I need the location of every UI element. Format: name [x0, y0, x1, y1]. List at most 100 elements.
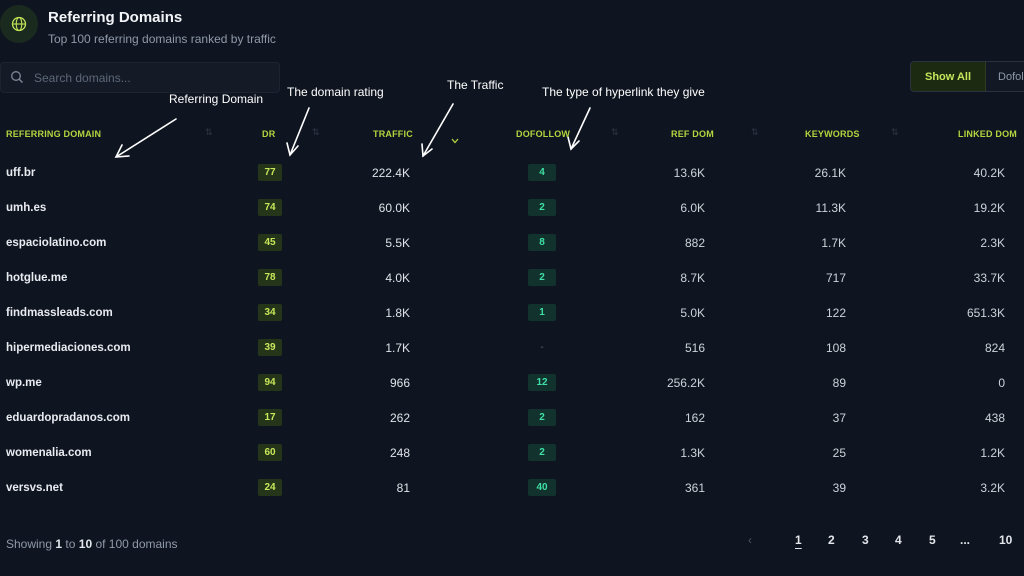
keywords-cell: 26.1K — [814, 166, 846, 180]
dr-badge: 60 — [258, 444, 282, 461]
sort-icon[interactable]: ⇅ — [611, 127, 619, 137]
sort-icon[interactable]: ⇅ — [205, 127, 213, 137]
keywords-cell: 108 — [825, 341, 846, 355]
domain-cell[interactable]: findmassleads.com — [6, 307, 113, 319]
page-subtitle: Top 100 referring domains ranked by traf… — [48, 32, 276, 46]
column-header-linked-dom[interactable]: LINKED DOM — [958, 129, 1017, 139]
link-filter-toggle: Show All Dofoll — [910, 61, 1024, 92]
search-icon — [10, 70, 24, 89]
ref-dom-cell: 8.7K — [680, 271, 705, 285]
keywords-cell: 25 — [832, 446, 846, 460]
table-row[interactable]: findmassleads.com 34 1.8K 1 5.0K 122 651… — [0, 303, 1024, 338]
arrow-to-domain-rating — [289, 107, 310, 156]
dr-badge: 74 — [258, 199, 282, 216]
traffic-cell: 81 — [396, 481, 410, 495]
linked-dom-cell: 3.2K — [980, 481, 1005, 495]
keywords-cell: 11.3K — [815, 201, 846, 215]
table-row[interactable]: hipermediaciones.com 39 1.7K - 516 108 8… — [0, 338, 1024, 373]
ref-dom-cell: 1.3K — [680, 446, 705, 460]
traffic-cell: 5.5K — [385, 236, 410, 250]
page-button-10[interactable]: 10 — [999, 533, 1013, 547]
table-row[interactable]: womenalia.com 60 248 2 1.3K 25 1.2K — [0, 443, 1024, 478]
linked-dom-cell: 0 — [998, 376, 1005, 390]
domain-cell[interactable]: uff.br — [6, 167, 36, 179]
domain-cell[interactable]: umh.es — [6, 202, 47, 214]
annotation-link-type: The type of hyperlink they give — [542, 85, 705, 99]
ref-dom-cell: 13.6K — [673, 166, 705, 180]
sort-icon[interactable]: ⇅ — [312, 127, 320, 137]
linked-dom-cell: 824 — [984, 341, 1005, 355]
dofollow-badge: 2 — [528, 409, 556, 426]
dr-badge: 17 — [258, 409, 282, 426]
table-row[interactable]: wp.me 94 966 12 256.2K 89 0 — [0, 373, 1024, 408]
arrow-to-link-type — [570, 107, 591, 150]
domain-cell[interactable]: eduardopradanos.com — [6, 412, 130, 424]
domain-cell[interactable]: versvs.net — [6, 482, 63, 494]
traffic-cell: 248 — [389, 446, 410, 460]
page-button-1[interactable]: 1 — [795, 533, 802, 547]
dofollow-badge: 12 — [528, 374, 556, 391]
table-row[interactable]: uff.br 77 222.4K 4 13.6K 26.1K 40.2K — [0, 163, 1024, 198]
table-row[interactable]: eduardopradanos.com 17 262 2 162 37 438 — [0, 408, 1024, 443]
range-mid: to — [65, 537, 76, 551]
dr-badge: 34 — [258, 304, 282, 321]
sort-icon[interactable]: ⇅ — [891, 127, 899, 137]
domain-cell[interactable]: hotglue.me — [6, 272, 68, 284]
page-ellipsis: ... — [960, 533, 971, 547]
ref-dom-cell: 162 — [684, 411, 705, 425]
column-header-ref-dom[interactable]: REF DOM — [671, 129, 714, 139]
ref-dom-cell: 361 — [684, 481, 705, 495]
linked-dom-cell: 19.2K — [973, 201, 1005, 215]
page-button-3[interactable]: 3 — [862, 533, 869, 547]
dofollow-badge: 40 — [528, 479, 556, 496]
sort-icon[interactable]: ⇅ — [751, 127, 759, 137]
globe-icon — [0, 5, 38, 43]
dofollow-badge: 2 — [528, 269, 556, 286]
showing-suffix: of 100 domains — [95, 537, 178, 551]
pagination-summary: Showing 1 to 10 of 100 domains — [6, 537, 178, 551]
column-header-referring-domain[interactable]: REFERRING DOMAIN — [6, 129, 102, 139]
page-button-4[interactable]: 4 — [895, 533, 902, 547]
annotation-domain-rating: The domain rating — [287, 85, 384, 99]
dofollow-filter-button[interactable]: Dofoll — [998, 70, 1024, 83]
dofollow-badge: 2 — [528, 444, 556, 461]
page-button-2[interactable]: 2 — [828, 533, 835, 547]
range-start: 1 — [55, 537, 63, 551]
domain-cell[interactable]: hipermediaciones.com — [6, 342, 131, 354]
linked-dom-cell: 1.2K — [980, 446, 1005, 460]
keywords-cell: 89 — [832, 376, 846, 390]
page-button-5[interactable]: 5 — [929, 533, 936, 547]
column-header-dofollow[interactable]: DOFOLLOW — [516, 129, 571, 139]
dofollow-badge: 1 — [528, 304, 556, 321]
table-row[interactable]: umh.es 74 60.0K 2 6.0K 11.3K 19.2K — [0, 198, 1024, 233]
domain-cell[interactable]: womenalia.com — [6, 447, 92, 459]
linked-dom-cell: 33.7K — [973, 271, 1005, 285]
show-all-button[interactable]: Show All — [911, 62, 987, 91]
search-input[interactable] — [34, 68, 269, 88]
column-header-traffic[interactable]: TRAFFIC — [373, 129, 413, 139]
dr-badge: 39 — [258, 339, 282, 356]
traffic-cell: 222.4K — [371, 166, 410, 180]
column-header-dr[interactable]: DR — [262, 129, 276, 139]
dr-badge: 24 — [258, 479, 282, 496]
dofollow-badge: 8 — [528, 234, 556, 251]
domain-cell[interactable]: wp.me — [6, 377, 42, 389]
dofollow-badge: 2 — [528, 199, 556, 216]
annotation-referring-domain: Referring Domain — [169, 92, 264, 106]
traffic-cell: 262 — [389, 411, 410, 425]
table-row[interactable]: espaciolatino.com 45 5.5K 8 882 1.7K 2.3… — [0, 233, 1024, 268]
search-box[interactable] — [0, 62, 280, 93]
column-header-keywords[interactable]: KEYWORDS — [805, 129, 860, 139]
table-row[interactable]: hotglue.me 78 4.0K 2 8.7K 717 33.7K — [0, 268, 1024, 303]
traffic-cell: 4.0K — [385, 271, 410, 285]
dr-badge: 94 — [258, 374, 282, 391]
keywords-cell: 37 — [832, 411, 846, 425]
showing-prefix: Showing — [6, 537, 53, 551]
traffic-cell: 1.7K — [385, 341, 410, 355]
dofollow-empty: - — [540, 342, 544, 353]
sort-descending-icon[interactable] — [451, 131, 459, 149]
domain-cell[interactable]: espaciolatino.com — [6, 237, 107, 249]
dr-badge: 78 — [258, 269, 282, 286]
table-row[interactable]: versvs.net 24 81 40 361 39 3.2K — [0, 478, 1024, 513]
previous-page-icon[interactable]: ‹ — [748, 533, 752, 547]
